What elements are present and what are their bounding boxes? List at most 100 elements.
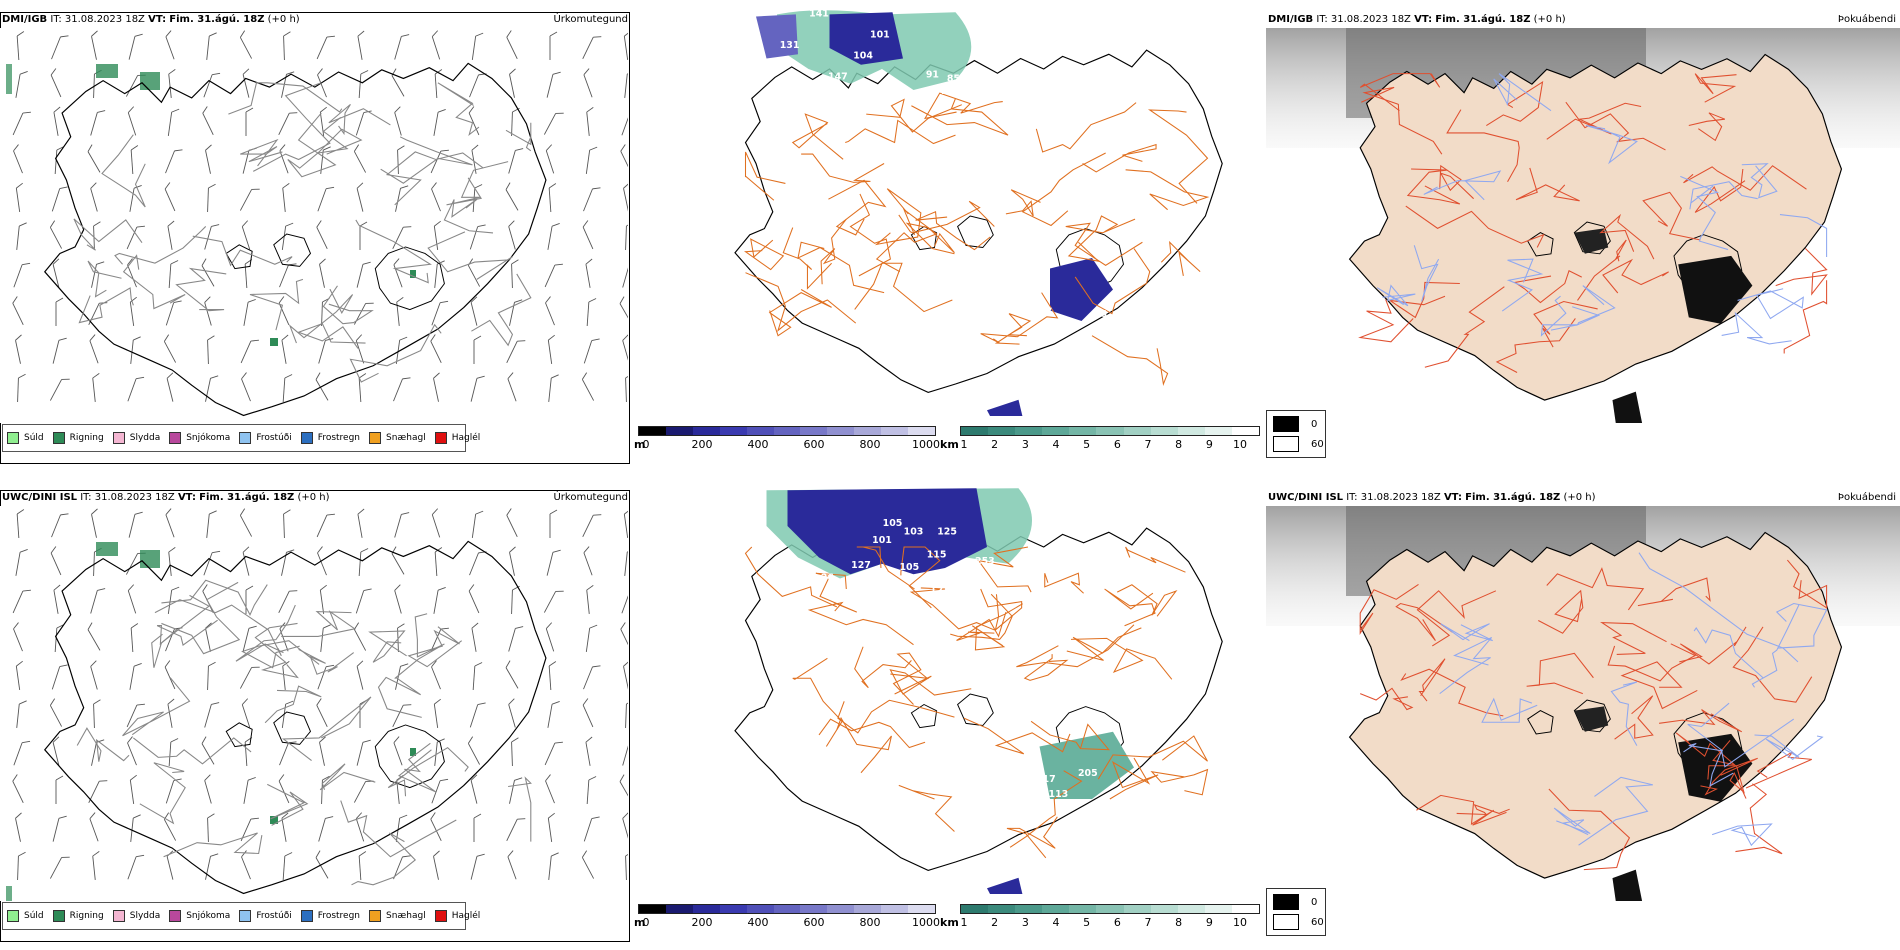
wind-barb: [471, 510, 484, 538]
wind-barb: [582, 514, 602, 537]
wind-barb: [471, 622, 479, 652]
wind-barb: [167, 108, 180, 136]
fog-swatch: [1273, 416, 1299, 432]
wind-barb: [91, 261, 105, 288]
wind-barb: [547, 334, 555, 364]
precip-legend-item: Rigning: [52, 432, 104, 444]
wind-barb: [315, 372, 329, 401]
colorbar-tick: 1: [960, 916, 968, 929]
precip-legend-item: Súld: [7, 910, 44, 922]
wind-barb: [281, 549, 295, 576]
colorbar-segment: [719, 427, 747, 435]
fog-swatch: [1273, 894, 1299, 910]
wind-barb: [49, 856, 70, 879]
panel-header: DMI/IGB IT: 31.08.2023 18Z VT: Fim. 31.á…: [2, 14, 300, 25]
wind-barb: [583, 187, 601, 212]
wind-barb: [355, 588, 372, 614]
precip-legend-label: Súld: [24, 911, 44, 921]
precip-type-legend: Súld Rigning Slydda Snjókoma Frostúði Frostre…: [2, 424, 480, 452]
wind-barb: [507, 372, 517, 402]
colorbar-tick: 1000: [912, 916, 940, 929]
precip-swatch: [112, 910, 125, 922]
colorbar-tick: 800: [859, 438, 881, 451]
wind-barb: [128, 511, 143, 538]
wind-barb: [202, 106, 214, 135]
colorbar-segment: [1123, 427, 1151, 435]
it-label: IT:: [1346, 492, 1358, 503]
colorbar-segment: [1096, 905, 1124, 913]
wind-barb: [279, 144, 289, 174]
cloud-base-label: 12: [970, 74, 983, 85]
wind-barb: [505, 182, 519, 211]
wind-barb: [89, 334, 99, 364]
wind-barb: [165, 508, 175, 538]
wind-barb: [586, 776, 597, 805]
wind-barb: [586, 106, 594, 136]
wind-barb: [315, 850, 329, 879]
wind-barb: [358, 548, 369, 577]
wind-barb: [319, 584, 327, 614]
precip-legend-item: Rigning: [52, 910, 104, 922]
cloud-base-label: 113: [1049, 789, 1069, 800]
wind-barb: [586, 298, 597, 327]
wind-barb: [129, 663, 142, 690]
wind-barb: [87, 144, 101, 173]
wind-barb: [278, 590, 298, 613]
wind-barb: [204, 774, 212, 804]
wind-barb: [13, 740, 31, 766]
wind-barb: [17, 373, 26, 403]
wind-barb: [239, 188, 260, 211]
wind-barb: [544, 741, 563, 766]
wind-barb: [508, 626, 524, 652]
colorbar-tick: 4: [1052, 438, 1060, 451]
fog-legend-item: 60: [1273, 436, 1324, 452]
colorbar-segment: [639, 427, 666, 435]
wind-barb: [127, 106, 137, 136]
model-name: DMI/IGB: [2, 14, 48, 25]
cloud-base-label: 101: [872, 535, 892, 546]
wind-barb: [51, 35, 69, 60]
wind-barb: [207, 183, 216, 213]
wind-barb: [90, 588, 106, 614]
cloud-base-label: 117: [1036, 774, 1056, 785]
wind-barb: [12, 296, 24, 325]
wind-barb: [126, 225, 145, 250]
panel-header: DMI/IGB IT: 31.08.2023 18Z VT: Fim. 31.á…: [1268, 14, 1566, 25]
wind-barb: [468, 106, 480, 136]
colorbar-segment: [1177, 427, 1205, 435]
wind-barb: [241, 850, 251, 880]
colorbar-segment: [800, 427, 828, 435]
wind-barb: [165, 778, 182, 804]
panel-header: UWC/DINI ISL IT: 31.08.2023 18Z VT: Fim.…: [1268, 492, 1596, 503]
wind-barb: [165, 149, 183, 174]
wind-barb: [320, 624, 331, 652]
precip-legend-label: Slydda: [129, 433, 161, 443]
wind-barb: [395, 663, 409, 690]
wind-barb: [397, 145, 405, 175]
colorbar-tick: 6: [1113, 438, 1121, 451]
precip-swatch: [112, 432, 125, 444]
ceiling-unit: m: [634, 916, 646, 929]
wind-barb: [511, 737, 519, 767]
precip-swatch: [434, 910, 447, 922]
colorbar-segment: [692, 427, 720, 435]
cloud-base-label: 125: [937, 526, 957, 537]
wind-barb: [393, 736, 403, 766]
colorbar-segment: [827, 905, 855, 913]
wind-barb: [201, 736, 215, 765]
wind-barb: [127, 584, 137, 614]
wind-barb: [205, 853, 219, 880]
colorbar-tick: 7: [1144, 916, 1152, 929]
lead-time: (+0 h): [1533, 14, 1566, 25]
wind-barb: [15, 812, 22, 842]
vt-value: Fim. 31.ágú. 18Z: [199, 492, 295, 503]
wind-barb: [168, 260, 179, 289]
wind-barb: [164, 182, 176, 212]
wind-barb: [545, 144, 555, 174]
wind-barb: [434, 69, 443, 99]
wind-barb: [165, 30, 175, 60]
wind-barb: [431, 30, 441, 60]
wind-barb: [473, 813, 482, 842]
precip-legend-item: Snjókoma: [169, 432, 230, 444]
wind-barb: [548, 852, 559, 880]
